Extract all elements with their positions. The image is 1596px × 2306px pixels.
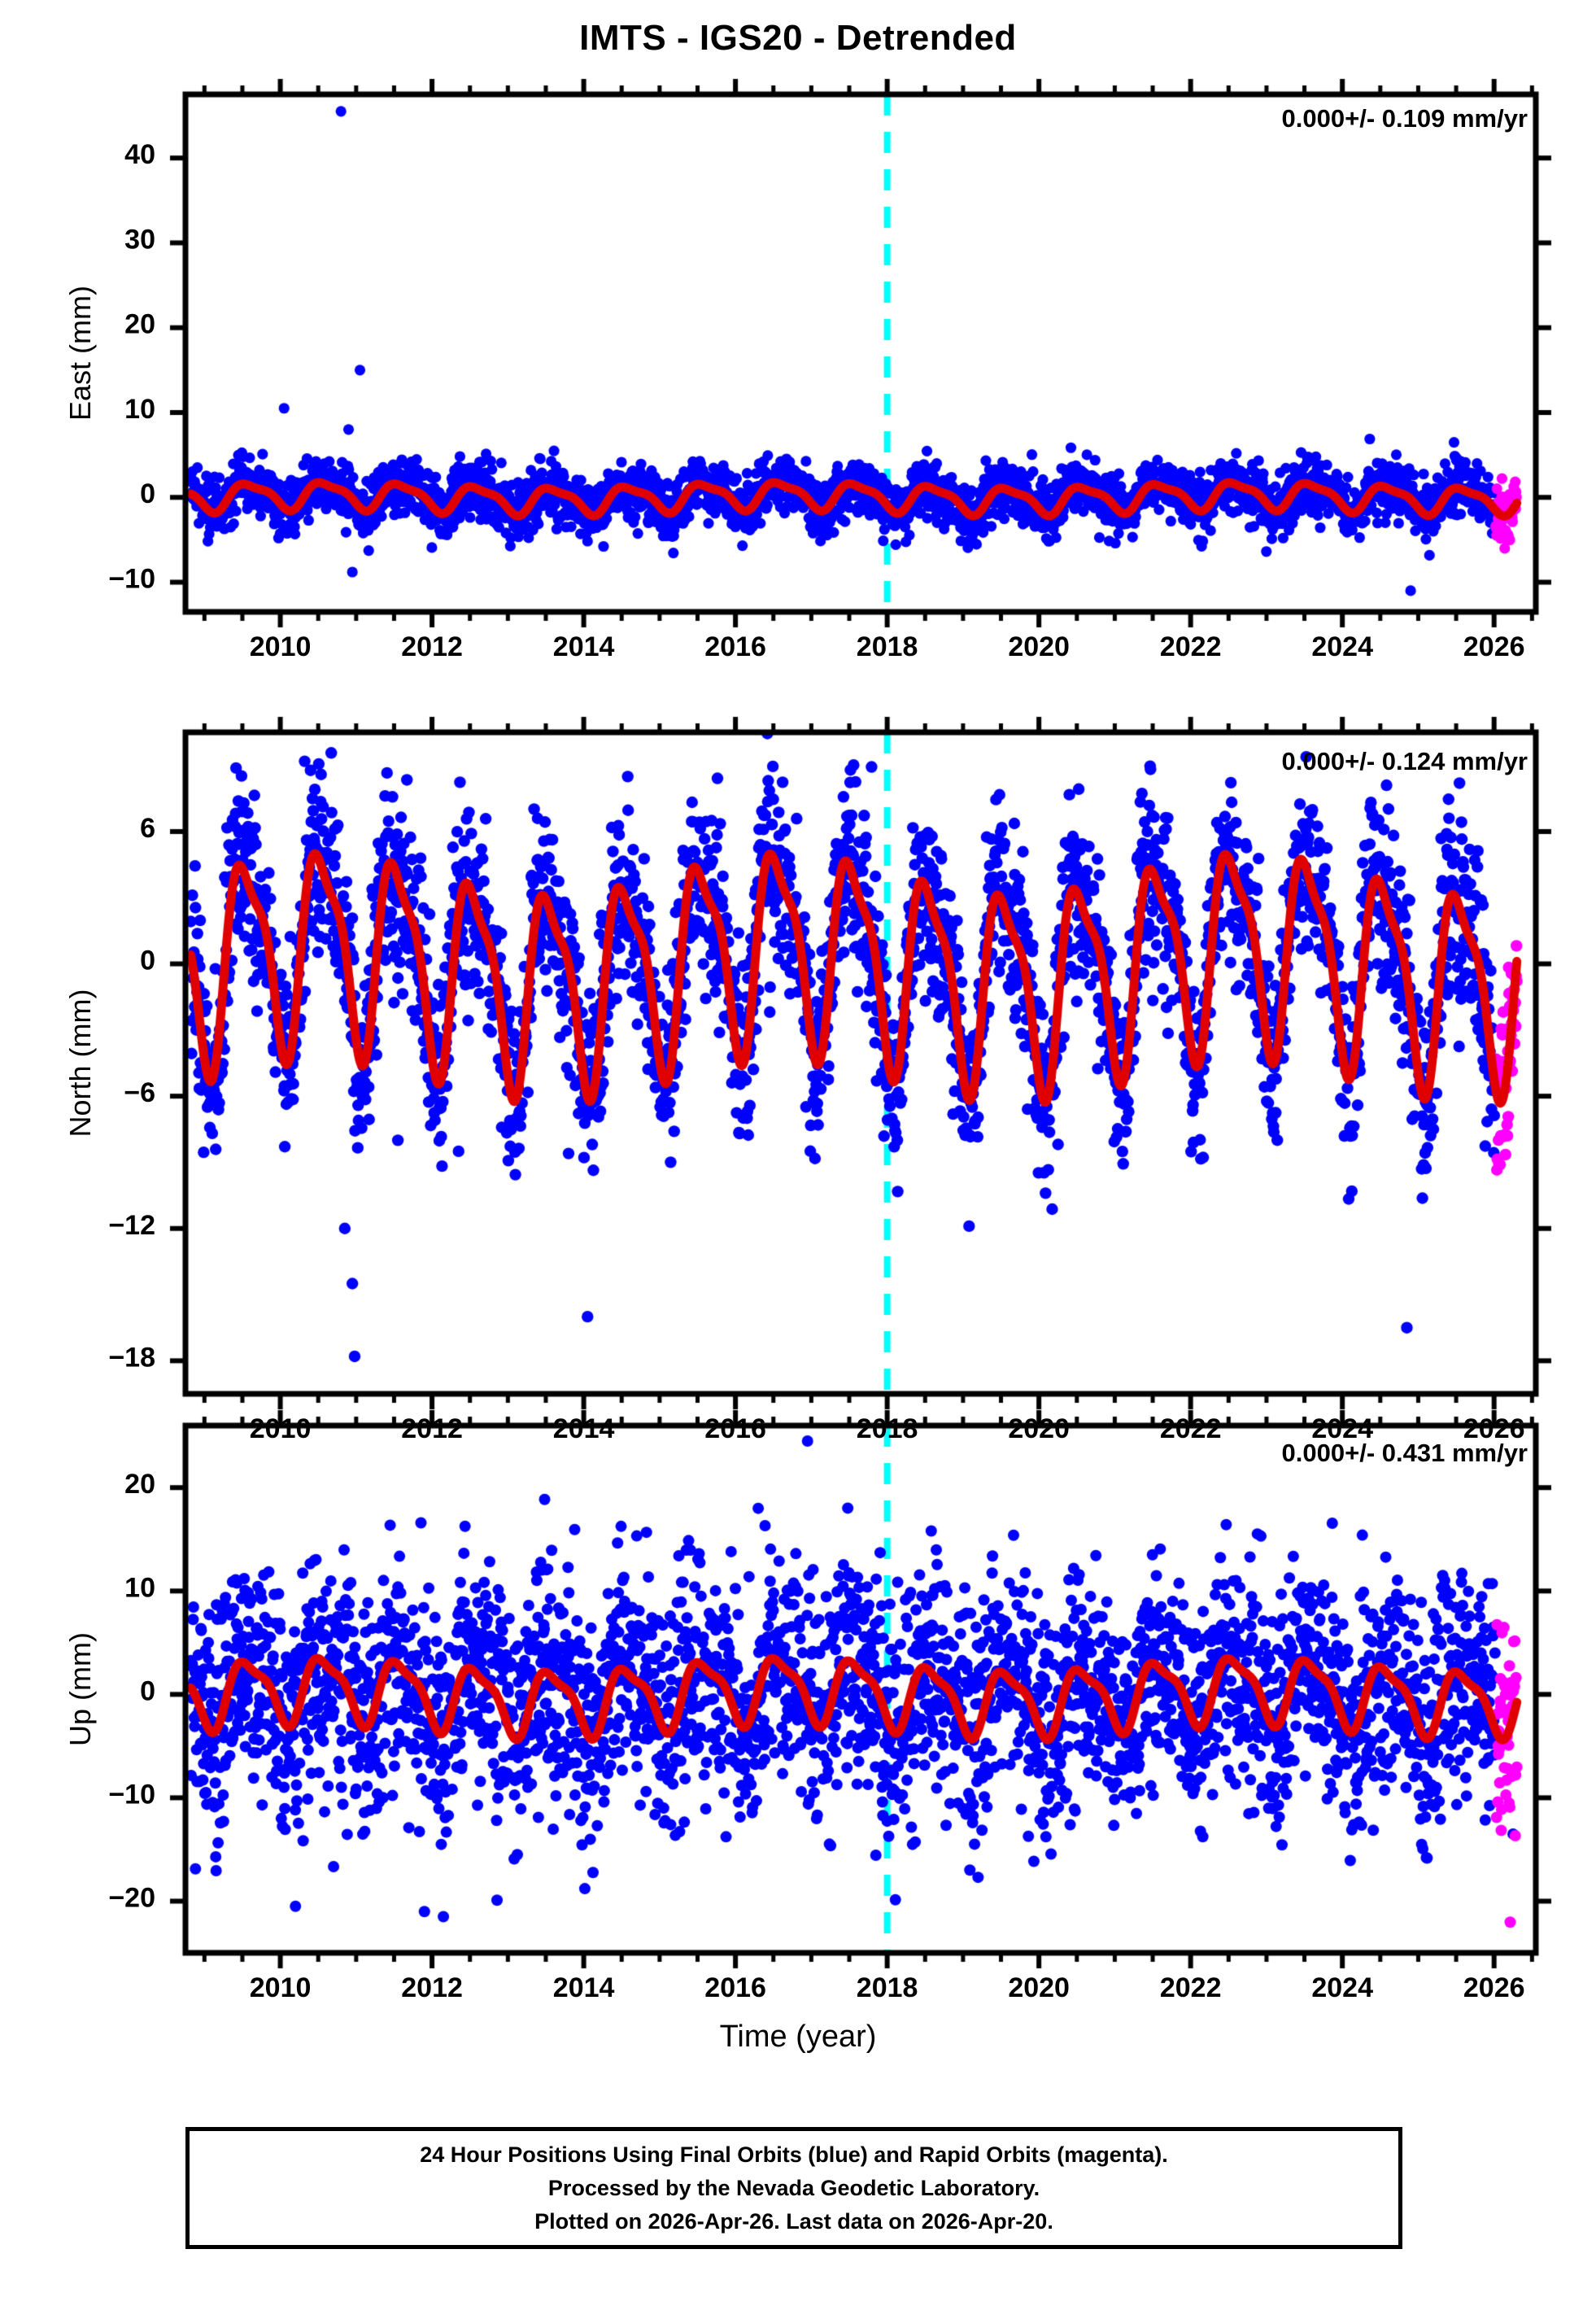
x-axis-title: Time (year) xyxy=(719,2020,877,2054)
y-tick-label: 6 xyxy=(140,812,155,844)
y-tick-label: 0 xyxy=(140,478,155,510)
rate-annotation-north: 0.000+/- 0.124 mm/yr xyxy=(1281,747,1528,775)
x-tick-label: 2026 xyxy=(1463,1413,1525,1444)
x-tick-label: 2024 xyxy=(1311,631,1374,662)
x-tick-label: 2020 xyxy=(1008,1413,1070,1444)
y-tick-label: 0 xyxy=(140,945,155,976)
x-tick-label: 2018 xyxy=(856,1972,918,2003)
x-tick-label: 2010 xyxy=(249,1413,312,1444)
x-tick-label: 2014 xyxy=(552,631,615,662)
y-tick-label: 0 xyxy=(140,1675,155,1707)
x-tick-label: 2024 xyxy=(1311,1972,1374,2003)
x-tick-label: 2026 xyxy=(1463,631,1525,662)
x-tick-label: 2018 xyxy=(856,1413,918,1444)
y-tick-label: −10 xyxy=(108,563,155,595)
caption-line-processing: Processed by the Nevada Geodetic Laborat… xyxy=(547,2175,1040,2200)
y-tick-label: −12 xyxy=(108,1209,155,1241)
caption-line-dates: Plotted on 2026-Apr-26. Last data on 202… xyxy=(534,2208,1053,2234)
x-tick-label: 2016 xyxy=(704,631,766,662)
rate-annotation-up: 0.000+/- 0.431 mm/yr xyxy=(1281,1439,1528,1467)
figure-caption-box: 24 Hour Positions Using Final Orbits (bl… xyxy=(185,2127,1402,2249)
x-tick-label: 2014 xyxy=(552,1413,615,1444)
y-tick-label: −20 xyxy=(108,1882,155,1914)
rate-annotation-east: 0.000+/- 0.109 mm/yr xyxy=(1281,104,1528,133)
caption-line-orbits: 24 Hour Positions Using Final Orbits (bl… xyxy=(420,2142,1168,2167)
x-tick-label: 2012 xyxy=(401,631,463,662)
x-tick-label: 2022 xyxy=(1159,1413,1222,1444)
x-tick-label: 2018 xyxy=(856,631,918,662)
y-tick-label: 20 xyxy=(124,308,155,340)
y-tick-label: −10 xyxy=(108,1779,155,1810)
page-title: IMTS - IGS20 - Detrended xyxy=(579,18,1017,58)
x-tick-label: 2016 xyxy=(704,1413,766,1444)
y-tick-label: −18 xyxy=(108,1342,155,1374)
y-tick-label: 40 xyxy=(124,139,155,171)
y-tick-label: 10 xyxy=(124,393,155,425)
x-tick-label: 2020 xyxy=(1008,1972,1070,2003)
x-tick-label: 2020 xyxy=(1008,631,1070,662)
x-tick-label: 2022 xyxy=(1159,631,1222,662)
x-tick-label: 2016 xyxy=(704,1972,766,2003)
x-tick-label: 2014 xyxy=(552,1972,615,2003)
x-tick-label: 2010 xyxy=(249,1972,312,2003)
x-tick-label: 2022 xyxy=(1159,1972,1222,2003)
x-tick-label: 2024 xyxy=(1311,1413,1374,1444)
x-tick-label: 2010 xyxy=(249,631,312,662)
y-tick-label: 20 xyxy=(124,1469,155,1500)
y-tick-label: −6 xyxy=(124,1077,155,1109)
y-axis-label-north: North (mm) xyxy=(63,989,97,1138)
y-tick-label: 10 xyxy=(124,1572,155,1604)
x-tick-label: 2012 xyxy=(401,1413,463,1444)
x-tick-label: 2012 xyxy=(401,1972,463,2003)
x-tick-label: 2026 xyxy=(1463,1972,1525,2003)
y-tick-label: 30 xyxy=(124,224,155,255)
